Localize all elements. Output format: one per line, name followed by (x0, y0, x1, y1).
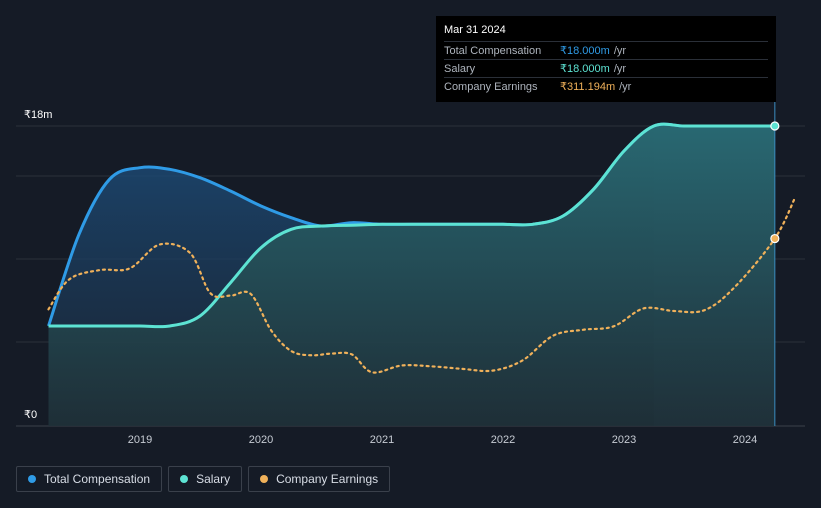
salary-dot-icon (180, 475, 189, 483)
legend-label: Company Earnings (276, 472, 379, 486)
total-compensation-dot-icon (28, 475, 36, 483)
x-tick-label: 2020 (249, 434, 273, 446)
x-tick-label: 2019 (128, 434, 152, 446)
legend-label: Total Compensation (44, 472, 151, 486)
company-earnings-dot-icon (260, 475, 269, 483)
x-tick-label: 2023 (612, 434, 636, 446)
tooltip-label: Company Earnings (444, 80, 538, 93)
company-earnings-line (47, 195, 797, 374)
chart: 2019 2020 2021 2022 2023 2024 ₹0 ₹18m (16, 102, 805, 446)
tooltip-label: Total Compensation (444, 44, 542, 57)
tooltip-row-salary: Salary ₹18.000m /yr (444, 59, 768, 77)
x-tick-label: 2024 (733, 434, 757, 446)
y-tick-label: ₹0 (24, 409, 37, 421)
tooltip-row-total-compensation: Total Compensation ₹18.000m /yr (444, 41, 768, 59)
x-tick-label: 2022 (491, 434, 515, 446)
salary-marker (770, 121, 780, 131)
tooltip-date: Mar 31 2024 (444, 24, 506, 36)
tooltip-unit: /yr (613, 62, 627, 75)
tooltip-row-company-earnings: Company Earnings ₹311.194m /yr (444, 77, 768, 95)
x-tick-label: 2021 (370, 434, 394, 446)
tooltip-value: ₹18.000m (560, 63, 610, 75)
legend: Total Compensation Salary Company Earnin… (16, 466, 391, 492)
tooltip-label: Salary (444, 62, 476, 75)
y-tick-label: ₹18m (24, 109, 52, 121)
tooltip-value: ₹311.194m (560, 81, 616, 93)
legend-label: Salary (196, 472, 231, 486)
tooltip-unit: /yr (613, 44, 627, 57)
salary-line (48, 122, 775, 329)
tooltip: Mar 31 2024 Total Compensation ₹18.000m … (436, 16, 776, 102)
legend-item-company-earnings[interactable]: Company Earnings (248, 466, 391, 492)
salary-area (48, 124, 775, 426)
legend-item-total-compensation[interactable]: Total Compensation (16, 466, 163, 492)
company-earnings-marker (770, 233, 780, 244)
tooltip-value: ₹18.000m (560, 45, 610, 57)
legend-item-salary[interactable]: Salary (168, 466, 243, 492)
tooltip-unit: /yr (619, 80, 632, 93)
